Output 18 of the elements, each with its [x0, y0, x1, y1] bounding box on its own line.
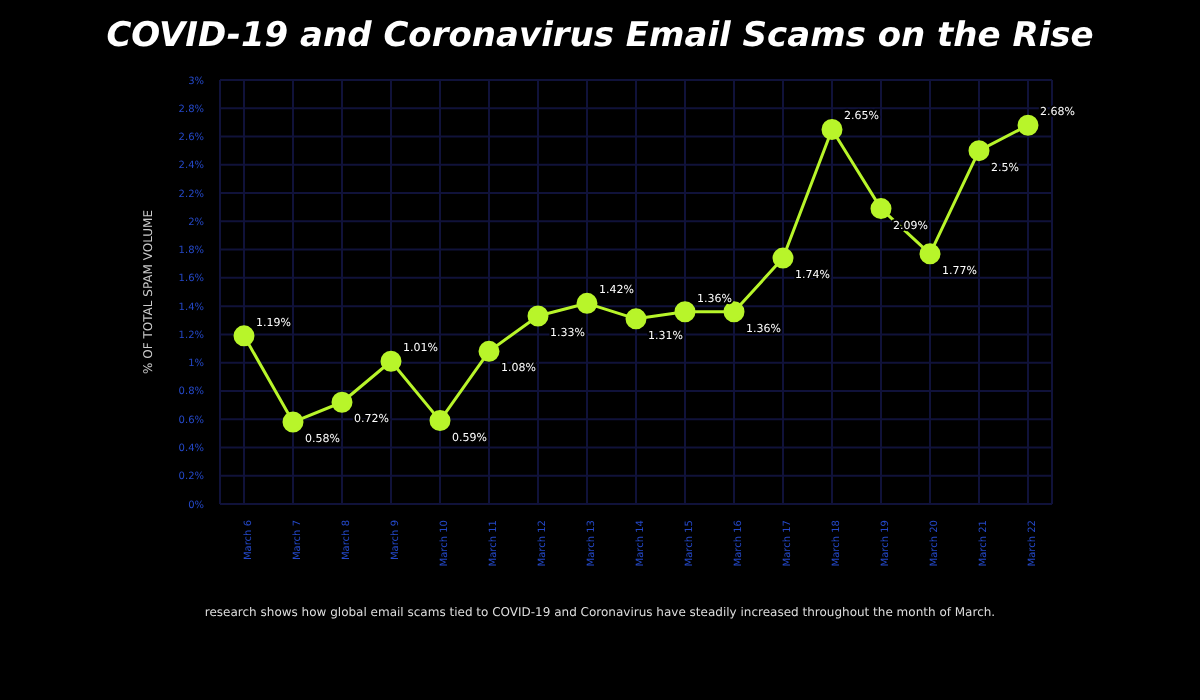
point [772, 247, 794, 269]
point [429, 410, 451, 432]
point [233, 325, 255, 347]
point [821, 118, 843, 140]
point [968, 140, 990, 162]
point [674, 301, 696, 323]
point [723, 301, 745, 323]
point [576, 292, 598, 314]
point [331, 391, 353, 413]
point [282, 411, 304, 433]
point [527, 305, 549, 327]
point [478, 340, 500, 362]
point [919, 243, 941, 265]
point [1017, 114, 1039, 136]
chart-title: COVID-19 and Coronavirus Email Scams on the Rise [104, 16, 1096, 56]
point [625, 308, 647, 330]
point [380, 350, 402, 372]
point [870, 198, 892, 220]
